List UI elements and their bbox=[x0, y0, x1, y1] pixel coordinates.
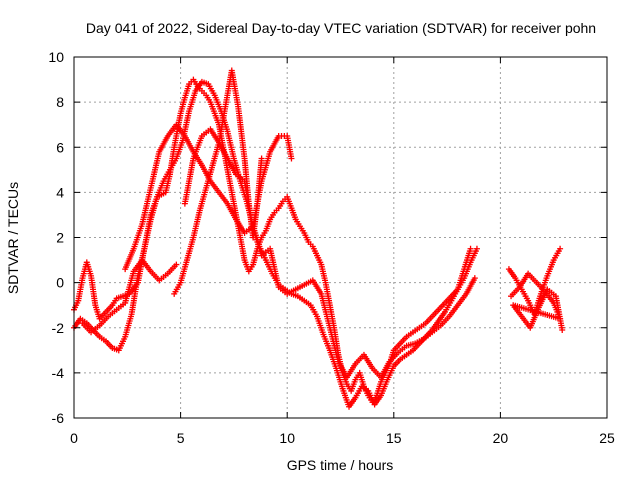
data-point-marker bbox=[288, 155, 295, 162]
axis-ticks bbox=[73, 56, 608, 419]
y-tick-label: 2 bbox=[56, 230, 64, 246]
data-point-marker bbox=[173, 261, 180, 268]
y-tick-labels: -6 -4 -2 0 2 4 6 8 10 bbox=[48, 49, 64, 426]
x-tick-label: 5 bbox=[177, 430, 185, 446]
y-tick-label: 6 bbox=[56, 139, 64, 155]
series-track-6 bbox=[505, 245, 566, 334]
x-tick-labels: 0 5 10 15 20 25 bbox=[70, 430, 615, 446]
data-point-marker bbox=[258, 155, 265, 162]
data-point-marker bbox=[557, 245, 564, 252]
y-tick-label: -2 bbox=[52, 320, 65, 336]
data-point-marker bbox=[471, 275, 478, 282]
x-tick-label: 10 bbox=[279, 430, 295, 446]
y-tick-label: 0 bbox=[56, 275, 64, 291]
series-track-1 bbox=[71, 76, 480, 406]
series-track-2 bbox=[71, 78, 474, 410]
chart-title: Day 041 of 2022, Sidereal Day-to-day VTE… bbox=[86, 20, 596, 36]
x-tick-label: 0 bbox=[70, 430, 78, 446]
series-track-5 bbox=[171, 67, 265, 297]
x-tick-label: 20 bbox=[493, 430, 509, 446]
y-tick-label: 10 bbox=[48, 49, 64, 65]
y-tick-label: -6 bbox=[52, 410, 65, 426]
data-point-marker bbox=[559, 327, 566, 334]
x-tick-label: 15 bbox=[386, 430, 402, 446]
data-point-marker bbox=[473, 245, 480, 252]
x-tick-label: 25 bbox=[599, 430, 615, 446]
y-tick-label: 4 bbox=[56, 184, 64, 200]
x-axis-label: GPS time / hours bbox=[287, 457, 394, 473]
y-tick-label: -4 bbox=[52, 365, 65, 381]
y-tick-label: 8 bbox=[56, 94, 64, 110]
data-point-marker bbox=[467, 245, 474, 252]
y-axis-label: SDTVAR / TECUs bbox=[5, 182, 21, 294]
series-track-3 bbox=[79, 126, 478, 381]
data-markers bbox=[71, 67, 566, 410]
